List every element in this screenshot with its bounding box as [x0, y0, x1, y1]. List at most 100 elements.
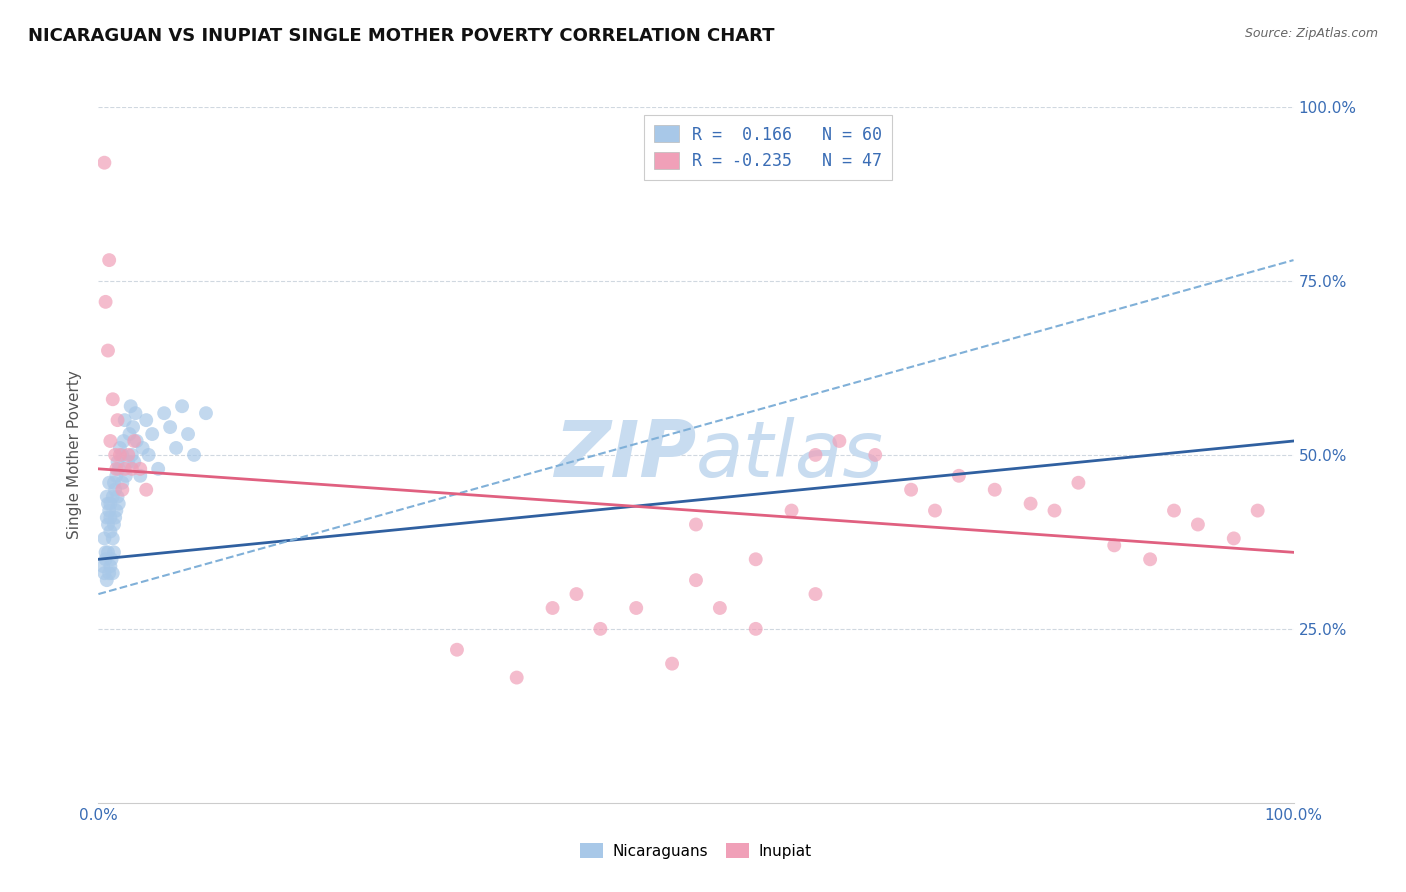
- Point: [626, 601, 648, 615]
- Point: [446, 642, 468, 657]
- Point: [138, 448, 160, 462]
- Point: [863, 448, 887, 462]
- Point: [125, 434, 148, 448]
- Point: [97, 517, 120, 532]
- Text: ZIP: ZIP: [554, 417, 696, 493]
- Point: [103, 475, 125, 490]
- Point: [91, 559, 114, 574]
- Point: [172, 399, 194, 413]
- Point: [122, 420, 145, 434]
- Point: [124, 406, 146, 420]
- Point: [97, 343, 120, 358]
- Point: [1222, 532, 1246, 546]
- Point: [506, 671, 529, 685]
- Point: [94, 545, 117, 559]
- Point: [1043, 503, 1066, 517]
- Point: [108, 448, 131, 462]
- Point: [1067, 475, 1090, 490]
- Point: [900, 483, 922, 497]
- Text: Source: ZipAtlas.com: Source: ZipAtlas.com: [1244, 27, 1378, 40]
- Point: [121, 448, 143, 462]
- Point: [589, 622, 612, 636]
- Point: [112, 434, 135, 448]
- Point: [984, 483, 1007, 497]
- Point: [105, 503, 128, 517]
- Point: [111, 475, 134, 490]
- Point: [948, 468, 970, 483]
- Point: [1163, 503, 1185, 517]
- Y-axis label: Single Mother Poverty: Single Mother Poverty: [67, 370, 83, 540]
- Point: [709, 601, 731, 615]
- Text: atlas: atlas: [696, 417, 884, 493]
- Point: [117, 448, 139, 462]
- Point: [97, 545, 120, 559]
- Point: [565, 587, 588, 601]
- Point: [131, 441, 153, 455]
- Point: [96, 510, 118, 524]
- Point: [103, 545, 125, 559]
- Point: [98, 559, 122, 574]
- Point: [98, 510, 122, 524]
- Point: [115, 468, 138, 483]
- Point: [98, 434, 122, 448]
- Point: [114, 462, 136, 476]
- Point: [828, 434, 851, 448]
- Point: [804, 587, 827, 601]
- Point: [107, 497, 129, 511]
- Point: [105, 468, 128, 483]
- Point: [745, 552, 768, 566]
- Point: [97, 497, 120, 511]
- Point: [1139, 552, 1161, 566]
- Point: [107, 490, 129, 504]
- Point: [103, 517, 125, 532]
- Point: [135, 483, 157, 497]
- Point: [804, 448, 827, 462]
- Point: [1019, 497, 1042, 511]
- Point: [101, 566, 124, 581]
- Point: [94, 294, 117, 309]
- Point: [94, 552, 117, 566]
- Point: [177, 427, 200, 442]
- Point: [98, 497, 122, 511]
- Point: [121, 462, 143, 476]
- Point: [101, 392, 124, 407]
- Point: [1102, 538, 1125, 552]
- Point: [165, 441, 187, 455]
- Point: [135, 413, 157, 427]
- Point: [148, 462, 170, 476]
- Point: [93, 155, 115, 169]
- Point: [124, 434, 146, 448]
- Point: [98, 503, 121, 517]
- Point: [129, 462, 152, 476]
- Point: [104, 510, 127, 524]
- Point: [108, 441, 131, 455]
- Point: [118, 427, 141, 442]
- Point: [685, 573, 707, 587]
- Point: [98, 253, 121, 268]
- Point: [780, 503, 803, 517]
- Point: [107, 413, 129, 427]
- Point: [107, 462, 129, 476]
- Point: [120, 399, 142, 413]
- Point: [98, 566, 121, 581]
- Point: [96, 490, 118, 504]
- Point: [141, 427, 163, 442]
- Point: [93, 566, 115, 581]
- Point: [124, 455, 146, 469]
- Point: [661, 657, 683, 671]
- Point: [114, 413, 136, 427]
- Point: [93, 532, 115, 546]
- Point: [98, 524, 122, 539]
- Point: [107, 455, 129, 469]
- Point: [96, 573, 118, 587]
- Point: [101, 532, 124, 546]
- Point: [183, 448, 205, 462]
- Point: [98, 475, 121, 490]
- Point: [745, 622, 768, 636]
- Point: [111, 483, 134, 497]
- Point: [1187, 517, 1209, 532]
- Point: [685, 517, 707, 532]
- Point: [105, 462, 128, 476]
- Point: [104, 448, 127, 462]
- Point: [541, 601, 564, 615]
